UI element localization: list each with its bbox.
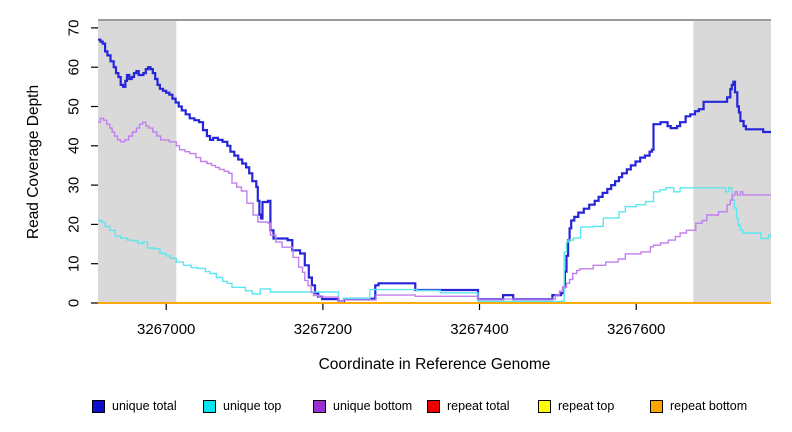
legend-label: unique bottom (333, 399, 413, 413)
shaded-region-left (98, 21, 177, 303)
legend-label: repeat total (447, 399, 510, 413)
legend-swatch-icon (538, 399, 551, 413)
legend-label: unique top (223, 399, 282, 413)
y-tick-label: 70 (66, 20, 83, 37)
legend-swatch-icon (203, 399, 216, 413)
legend-item-repeat-bottom: repeat bottom (650, 398, 747, 414)
legend-swatch-icon (650, 399, 663, 413)
legend-item-unique-top: unique top (203, 398, 281, 414)
y-tick-label: 40 (66, 137, 83, 154)
y-tick-label: 20 (66, 216, 83, 233)
x-tick-label: 3267400 (450, 321, 508, 338)
legend-label: unique total (112, 399, 177, 413)
legend-swatch-icon (92, 399, 105, 413)
y-tick-label: 60 (66, 59, 83, 76)
legend-label: repeat bottom (670, 399, 748, 413)
x-tick-label: 3267600 (607, 321, 665, 338)
legend-label: repeat top (558, 399, 615, 413)
x-axis-title: Coordinate in Reference Genome (318, 356, 551, 373)
legend-item-unique-total: unique total (92, 398, 177, 414)
legend-swatch-icon (313, 399, 326, 413)
y-tick-label: 0 (66, 299, 83, 307)
x-tick-label: 3267200 (294, 321, 352, 338)
series-line-unique-top (98, 187, 771, 303)
legend-swatch-icon (427, 399, 440, 413)
x-tick-label: 3267000 (137, 321, 195, 338)
y-tick-label: 50 (66, 98, 83, 115)
legend-item-unique-bottom: unique bottom (313, 398, 412, 414)
shaded-region-right (693, 21, 771, 303)
y-axis-title: Read Coverage Depth (25, 84, 42, 240)
legend-item-repeat-total: repeat total (427, 398, 510, 414)
y-tick-label: 10 (66, 255, 83, 272)
legend-item-repeat-top: repeat top (538, 398, 614, 414)
series-line-unique-bottom (98, 117, 771, 303)
chart-legend: unique total unique top unique bottom repea… (0, 398, 792, 418)
y-tick-label: 30 (66, 177, 83, 194)
series-line-unique-total (98, 38, 771, 303)
